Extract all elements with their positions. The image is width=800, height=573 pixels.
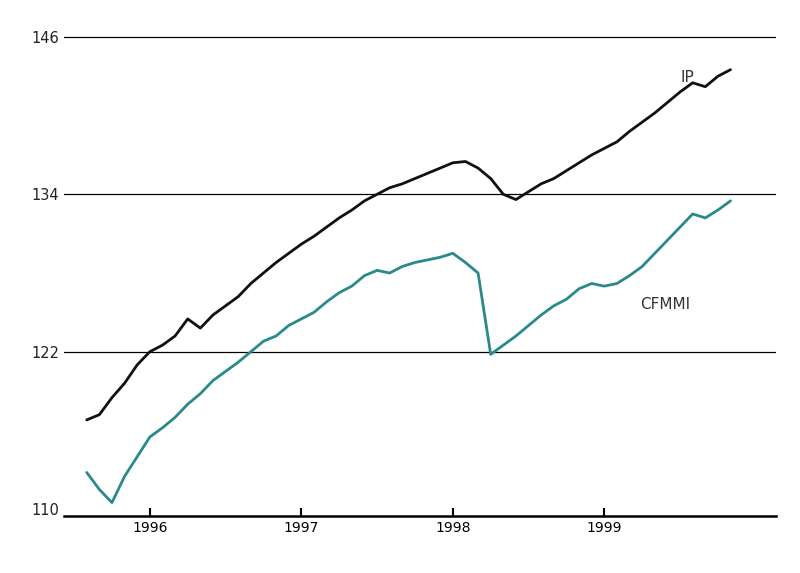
Text: CFMMI: CFMMI bbox=[640, 297, 690, 312]
Text: IP: IP bbox=[680, 70, 694, 85]
